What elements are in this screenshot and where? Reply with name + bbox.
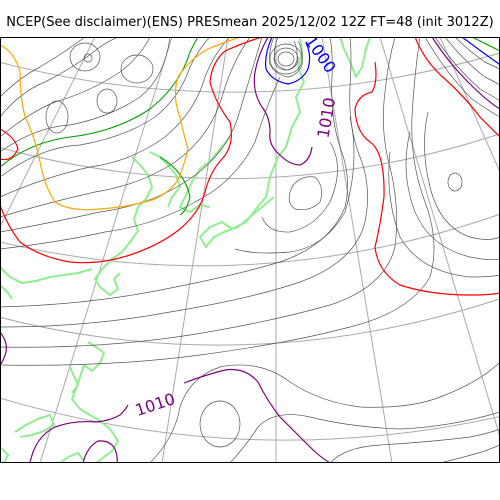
map-border [0, 37, 500, 463]
low-pressure-center [269, 37, 303, 78]
latitude-line [0, 133, 500, 180]
contour-label-1010-south: 1010 [133, 389, 178, 420]
latitude-line [0, 52, 500, 93]
contour-label-1010-north: 1010 [314, 96, 340, 139]
latitude-line [0, 213, 500, 267]
longitude-line [0, 37, 96, 229]
chart-title: NCEP(See disclaimer)(ENS) PRESmean 2025/… [6, 15, 494, 30]
longitude-line [321, 37, 393, 463]
graticule [0, 37, 500, 463]
isobar-1030 [0, 37, 241, 211]
map-canvas: 1000 1010 1010 [0, 37, 500, 463]
isobar-1040 [0, 37, 500, 216]
isobars [0, 37, 500, 463]
isobar-1020 [0, 37, 500, 296]
isobar-1010 [0, 37, 500, 463]
latitude-line [0, 298, 500, 346]
longitude-line [161, 37, 229, 463]
pressure-map: 1000 1010 1010 [0, 37, 500, 463]
latitude-line [0, 397, 500, 441]
longitude-line [39, 37, 173, 463]
longitude-line [379, 37, 500, 438]
longitude-line [439, 37, 500, 174]
isobar-1000 [265, 37, 500, 85]
